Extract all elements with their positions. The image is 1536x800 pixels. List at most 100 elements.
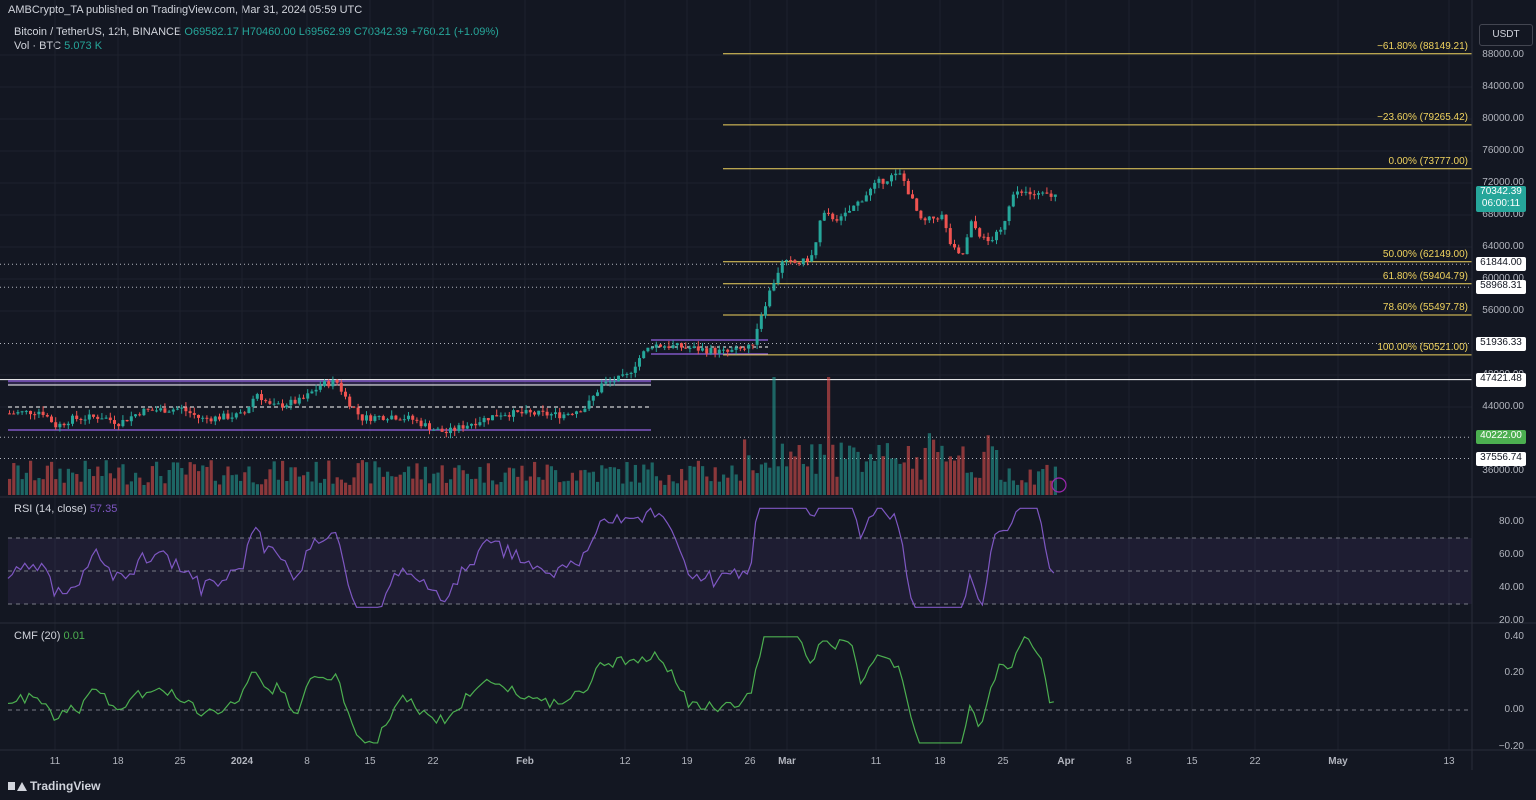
candle-body: [722, 349, 725, 351]
candle-body: [20, 411, 24, 413]
candle-body: [894, 173, 898, 176]
candle-body: [79, 419, 83, 421]
volume-bar: [734, 474, 738, 495]
volume-bar: [239, 480, 243, 495]
candle-body: [852, 205, 856, 211]
fib-level-label: 0.00% (73777.00): [1388, 155, 1468, 167]
candle-body: [104, 417, 108, 419]
volume-bar: [255, 484, 259, 495]
candle-body: [373, 416, 377, 421]
candle-body: [747, 344, 751, 349]
candle-body: [457, 425, 461, 431]
volume-bar: [201, 465, 205, 495]
candle-body: [58, 423, 62, 428]
volume-bar: [793, 456, 797, 495]
volume-bar: [814, 473, 818, 495]
candle-body: [134, 414, 137, 417]
volume-bar: [957, 455, 961, 495]
volume-bar: [163, 483, 167, 495]
volume-bars: [8, 377, 1067, 495]
volume-bar: [29, 460, 33, 495]
candle-body: [348, 396, 352, 407]
price-level-tag: 37556.74: [1476, 451, 1526, 466]
volume-bar: [789, 451, 793, 495]
candle-body: [801, 258, 805, 265]
rsi-axis-label: 60.00: [1498, 548, 1524, 560]
candle-body: [995, 231, 998, 241]
volume-bar: [268, 469, 272, 495]
volume-bar: [142, 484, 146, 495]
candle-body: [113, 420, 116, 424]
brand-name: TradingView: [30, 779, 101, 793]
rsi-legend[interactable]: RSI (14, close) 57.35: [14, 503, 117, 515]
candle-body: [197, 414, 200, 418]
volume-bar: [507, 467, 511, 495]
volume-bar: [12, 463, 16, 495]
candle-body: [738, 347, 742, 349]
volume-bar: [990, 446, 994, 495]
volume-bar: [8, 478, 12, 495]
candle-body: [1032, 194, 1036, 196]
volume-bar: [41, 479, 45, 495]
volume-bar: [629, 481, 633, 495]
volume-bar: [491, 480, 495, 495]
candle-body: [1037, 193, 1040, 195]
volume-bar: [818, 444, 822, 495]
tradingview-icon: [8, 780, 27, 792]
volume-bar: [843, 458, 847, 495]
volume-bar: [377, 467, 381, 495]
volume-bar: [810, 444, 814, 495]
candle-body: [129, 416, 133, 422]
volume-bar: [596, 481, 600, 495]
candle-body: [163, 408, 167, 413]
candle-body: [898, 173, 902, 175]
candle-body: [428, 423, 431, 430]
currency-button[interactable]: USDT: [1479, 24, 1533, 46]
candle-body: [541, 410, 545, 412]
volume-bar: [684, 480, 688, 495]
candle-body: [344, 391, 347, 397]
candle-body: [890, 175, 893, 182]
volume-bar: [155, 461, 159, 495]
volume-bar: [482, 482, 486, 495]
candle-body: [449, 427, 452, 434]
volume-bar: [911, 468, 915, 495]
cmf-legend[interactable]: CMF (20) 0.01: [14, 630, 85, 642]
candle-body: [1016, 191, 1019, 195]
price-axis-label: 76000.00: [1482, 145, 1524, 156]
time-axis-label: 11: [49, 756, 61, 767]
volume-legend[interactable]: Vol · BTC 5.073 K: [14, 40, 102, 52]
volume-bar: [234, 474, 238, 495]
candle-body: [461, 425, 465, 429]
volume-bar: [936, 452, 940, 495]
candle-body: [814, 242, 818, 256]
volume-bar: [906, 446, 910, 495]
candle-body: [96, 416, 100, 419]
candle-body: [125, 419, 129, 422]
volume-bar: [713, 467, 717, 495]
candle-body: [260, 394, 263, 401]
price-axis-label: 64000.00: [1482, 241, 1524, 252]
volume-bar: [348, 484, 352, 495]
volume-bar: [1032, 484, 1036, 495]
candles: [8, 169, 1057, 439]
volume-bar: [755, 473, 759, 495]
symbol-legend[interactable]: Bitcoin / TetherUS, 12h, BINANCE O69582.…: [14, 26, 499, 38]
volume-bar: [680, 468, 684, 495]
volume-bar: [520, 465, 524, 495]
volume-bar: [218, 484, 222, 495]
volume-bar: [222, 475, 226, 495]
candle-body: [549, 414, 553, 416]
volume-bar: [646, 469, 650, 495]
fib-retracement: [723, 53, 1472, 356]
candle-body: [66, 423, 70, 426]
candle-body: [1049, 193, 1053, 197]
candle-body: [600, 383, 604, 393]
tradingview-logo[interactable]: TradingView: [8, 779, 100, 793]
candle-body: [1028, 191, 1032, 195]
cmf-value: 0.01: [63, 630, 85, 642]
candle-body: [16, 412, 20, 414]
candle-body: [642, 351, 646, 359]
candle-body: [608, 381, 612, 383]
